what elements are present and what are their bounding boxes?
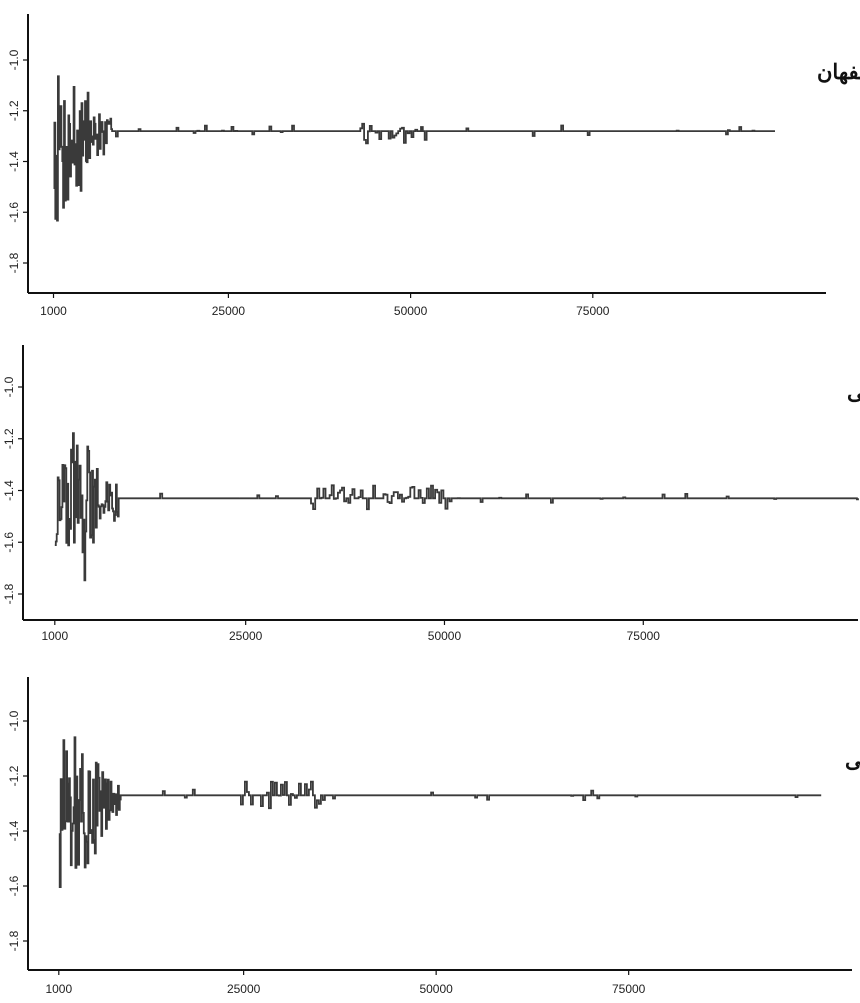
x-tick-label: 1000 [41, 629, 68, 643]
y-tick-label: -1.8 [7, 252, 21, 273]
y-tick-label: -1.0 [7, 710, 21, 731]
chart-panel-3: -1.0 -1.2 -1.4 -1.6 -1.8 1000 25000 50000 75000 آ… [7, 677, 860, 996]
x-tick-label: 25000 [212, 304, 246, 318]
x-tick-label: 75000 [627, 629, 661, 643]
x-tick-label: 25000 [229, 629, 263, 643]
trace-line [53, 75, 775, 222]
panel-title: اصفهان [817, 59, 860, 85]
x-tick-label: 50000 [394, 304, 428, 318]
y-tick-label: -1.6 [7, 875, 21, 896]
chart-panel-2: -1.0 -1.2 -1.4 -1.6 -1.8 1000 25000 50000 75000 خ… [2, 345, 860, 643]
y-tick-label: -1.8 [2, 583, 16, 604]
trace-line [58, 736, 822, 888]
panel-title: آذربایجان شرقی [845, 746, 860, 773]
x-tick-label: 50000 [419, 982, 453, 996]
y-tick-label: -1.4 [7, 151, 21, 172]
x-tick-label: 75000 [576, 304, 610, 318]
y-tick-label: -1.0 [2, 376, 16, 397]
y-tick-label: -1.8 [7, 930, 21, 951]
chart-panel-1: -1.0 -1.2 -1.4 -1.6 -1.8 1000 25000 50000 75000 ا… [7, 14, 860, 318]
y-tick-label: -1.4 [2, 480, 16, 501]
x-tick-label: 1000 [40, 304, 67, 318]
y-tick-label: -1.0 [7, 49, 21, 70]
panel-title: خراسان جنوبی [847, 379, 860, 405]
y-tick-label: -1.6 [2, 532, 16, 553]
x-tick-label: 1000 [45, 982, 72, 996]
y-tick-label: -1.2 [7, 765, 21, 786]
y-tick-label: -1.4 [7, 820, 21, 841]
x-tick-label: 75000 [612, 982, 646, 996]
trace-line [54, 432, 859, 582]
y-tick-label: -1.6 [7, 202, 21, 223]
y-tick-label: -1.2 [7, 100, 21, 121]
y-tick-label: -1.2 [2, 428, 16, 449]
x-tick-label: 50000 [428, 629, 462, 643]
x-tick-label: 25000 [227, 982, 261, 996]
